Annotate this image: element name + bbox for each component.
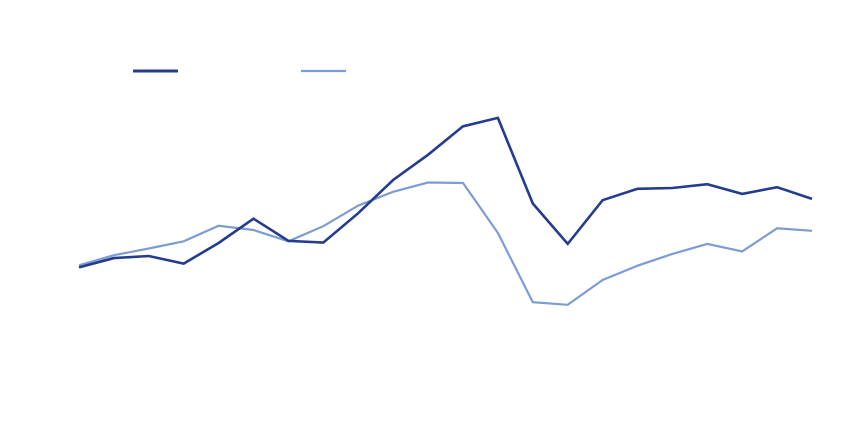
plot-area <box>78 116 813 306</box>
series-line-2 <box>78 181 813 306</box>
series-line-1 <box>78 116 813 269</box>
